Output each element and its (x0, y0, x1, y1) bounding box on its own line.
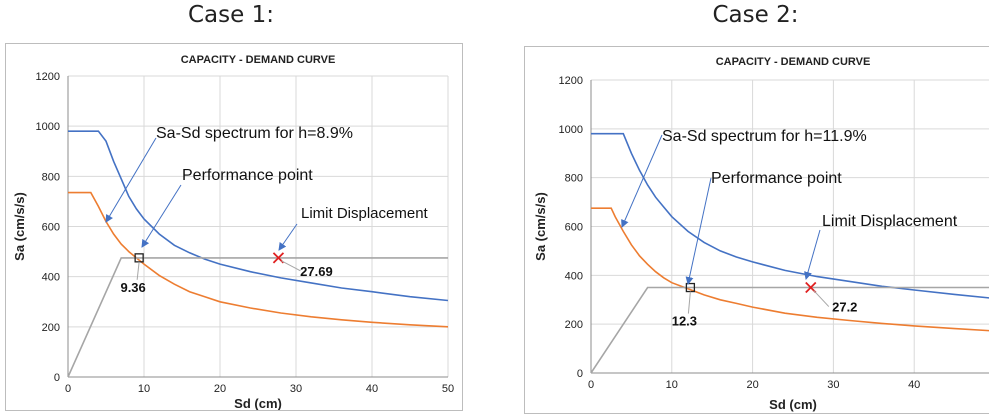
x-tick-label: 30 (290, 383, 302, 395)
performance-point-label: 12.3 (672, 314, 697, 329)
performance-annotation: Performance point (711, 170, 842, 187)
y-tick-label: 1200 (36, 71, 60, 83)
y-tick-label: 0 (54, 372, 60, 384)
limit-label-leader (814, 291, 829, 307)
y-tick-label: 800 (42, 171, 60, 183)
limit-annotation: Limit Displacement (822, 213, 958, 230)
y-tick-label: 1000 (36, 121, 60, 133)
limit-point-label: 27.2 (832, 300, 857, 315)
x-tick-label: 10 (138, 383, 150, 395)
y-tick-label: 200 (565, 319, 583, 331)
performance-point-label: 9.36 (120, 280, 145, 295)
case-1-title: Case 1: (0, 2, 462, 28)
spectrum-annotation: Sa-Sd spectrum for h=8.9% (156, 125, 353, 142)
bilinear-capacity-line (68, 258, 448, 377)
x-tick-label: 40 (908, 379, 920, 391)
x-tick-label: 50 (442, 383, 454, 395)
x-tick-label: 0 (588, 379, 594, 391)
y-tick-label: 400 (42, 272, 60, 284)
performance-annotation-arrow (688, 178, 711, 284)
y-tick-label: 200 (42, 322, 60, 334)
spectrum-annotation-arrow (106, 138, 156, 222)
spectrum-annotation-arrow (622, 135, 662, 227)
spectrum-annotation: Sa-Sd spectrum for h=11.9% (662, 128, 867, 145)
chart-title: CAPACITY - DEMAND CURVE (181, 54, 336, 66)
x-tick-label: 20 (746, 379, 758, 391)
limit-point-label: 27.69 (300, 264, 333, 279)
chart-title: CAPACITY - DEMAND CURVE (716, 56, 871, 68)
y-tick-label: 600 (565, 222, 583, 234)
chart-1: CAPACITY - DEMAND CURVE02004006008001000… (6, 44, 462, 410)
y-axis-label: Sa (cm/s/s) (533, 192, 548, 261)
x-tick-label: 40 (366, 383, 378, 395)
y-tick-label: 1000 (559, 124, 583, 136)
x-tick-label: 0 (65, 383, 71, 395)
limit-annotation-arrow (806, 230, 820, 279)
performance-label-leader (688, 292, 690, 314)
limit-annotation: Limit Displacement (301, 205, 429, 222)
x-axis-label: Sd (cm) (234, 396, 282, 410)
chart-2: CAPACITY - DEMAND CURVE02004006008001000… (525, 47, 989, 413)
y-tick-label: 800 (565, 173, 583, 185)
y-tick-label: 600 (42, 222, 60, 234)
y-tick-label: 400 (565, 270, 583, 282)
x-tick-label: 30 (827, 379, 839, 391)
limit-annotation-arrow (279, 224, 297, 250)
case-2-title: Case 2: (522, 2, 989, 28)
performance-annotation-arrow (142, 185, 181, 247)
bilinear-capacity-line (591, 288, 989, 374)
x-tick-label: 10 (666, 379, 678, 391)
y-axis-label: Sa (cm/s/s) (12, 192, 27, 261)
y-tick-label: 0 (577, 368, 583, 380)
performance-annotation: Performance point (182, 167, 313, 184)
y-tick-label: 1200 (559, 75, 583, 87)
limit-label-leader (281, 261, 300, 271)
x-tick-label: 20 (214, 383, 226, 395)
